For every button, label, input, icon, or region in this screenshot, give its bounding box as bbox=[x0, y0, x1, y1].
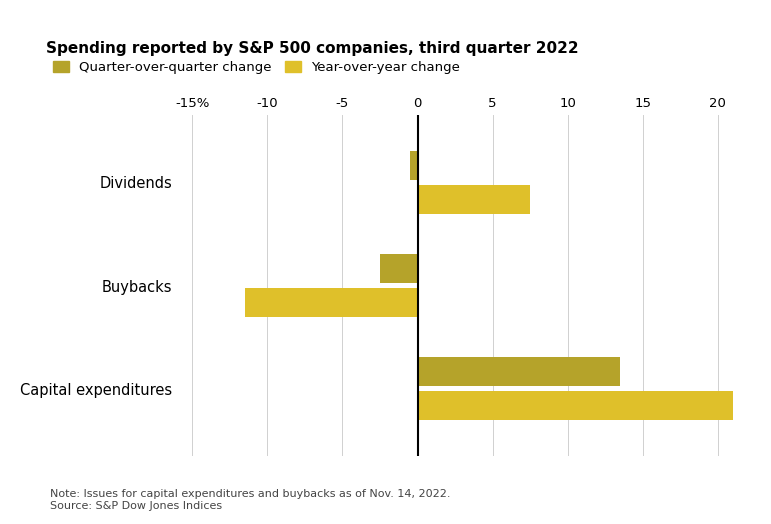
Bar bbox=[410, 151, 418, 180]
Legend: Quarter-over-quarter change, Year-over-year change: Quarter-over-quarter change, Year-over-y… bbox=[52, 61, 460, 73]
Bar bbox=[418, 391, 733, 420]
Text: Spending reported by S&P 500 companies, third quarter 2022: Spending reported by S&P 500 companies, … bbox=[46, 41, 579, 56]
Bar bbox=[418, 185, 530, 214]
Text: Note: Issues for capital expenditures and buybacks as of Nov. 14, 2022.
Source: : Note: Issues for capital expenditures an… bbox=[50, 489, 450, 511]
Bar bbox=[418, 357, 620, 386]
Bar bbox=[245, 288, 418, 317]
Bar bbox=[380, 254, 418, 283]
